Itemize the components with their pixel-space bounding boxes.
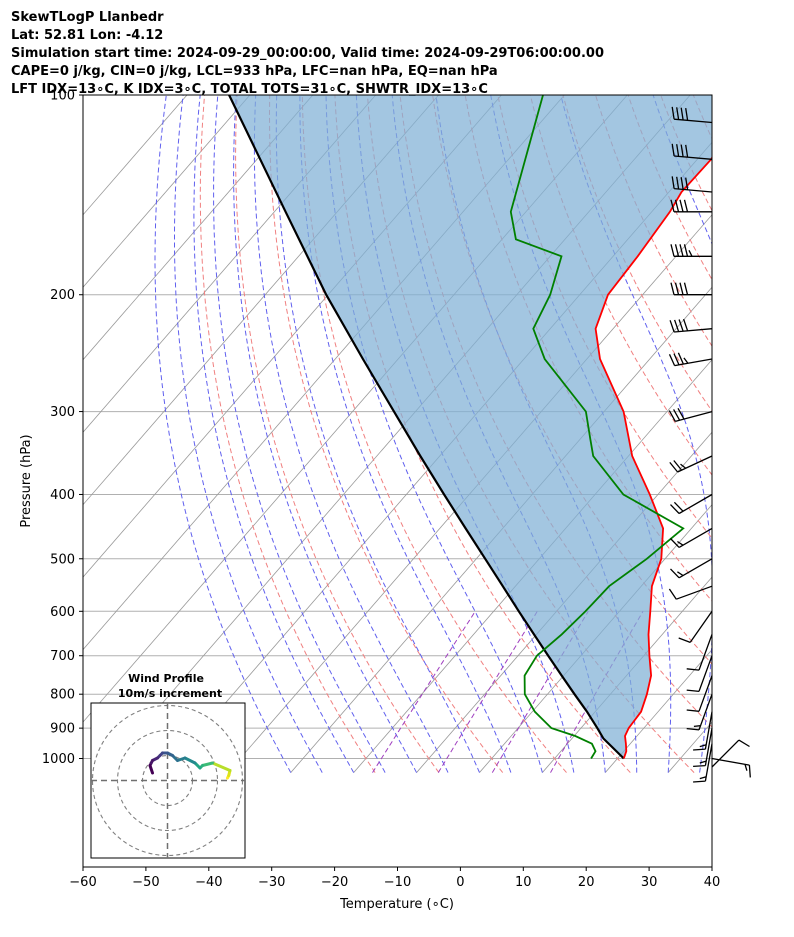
parcel-profile-line bbox=[228, 95, 625, 760]
wind-barb bbox=[671, 143, 713, 160]
temperature-line bbox=[594, 156, 712, 759]
moist-adiabat-line bbox=[193, 95, 355, 773]
isotherm-line bbox=[83, 95, 376, 433]
y-tick-label: 600 bbox=[50, 605, 75, 620]
moist-adiabat-line bbox=[560, 95, 712, 773]
x-tick-label: −20 bbox=[321, 875, 348, 890]
moist-adiabat-line bbox=[763, 95, 794, 773]
title-indices: LFT IDX=13∘C, K IDX=3∘C, TOTAL TOTS=31∘C… bbox=[11, 82, 488, 97]
hodograph-segment bbox=[148, 764, 154, 775]
wind-barb bbox=[669, 318, 713, 333]
isotherm-line bbox=[416, 431, 712, 773]
wind-barb bbox=[668, 352, 713, 367]
dry-adiabat-line bbox=[758, 95, 794, 773]
cape-cin-shading bbox=[229, 95, 712, 759]
mixing-ratio-line bbox=[437, 611, 538, 773]
x-tick-label: 30 bbox=[641, 875, 658, 890]
moist-adiabat-line bbox=[299, 95, 512, 773]
moist-adiabat-line bbox=[275, 95, 480, 773]
wind-barb bbox=[670, 558, 713, 579]
hodograph-ring bbox=[116, 729, 219, 832]
moist-adiabat-line bbox=[253, 95, 449, 773]
wind-barb bbox=[711, 757, 751, 778]
wind-barb bbox=[670, 527, 713, 548]
wind-barb bbox=[711, 739, 750, 768]
dewpoint-line bbox=[509, 95, 685, 759]
dry-adiabat-line bbox=[726, 95, 794, 773]
wind-barb bbox=[693, 711, 713, 751]
skewt-plot-area bbox=[82, 94, 794, 868]
dry-adiabat-line bbox=[269, 95, 504, 773]
wind-barb bbox=[686, 675, 713, 712]
x-tick-label: 20 bbox=[578, 875, 595, 890]
moist-adiabat-line bbox=[154, 95, 292, 773]
wind-barb bbox=[668, 585, 713, 600]
wind-barb bbox=[670, 199, 712, 213]
x-tick-label: 40 bbox=[704, 875, 721, 890]
y-axis: 100 200 300 400 500 600 700 800 900 1000 bbox=[42, 89, 83, 767]
wind-barb bbox=[686, 693, 713, 731]
x-tick-label: −50 bbox=[132, 875, 159, 890]
title-block: SkewTLogP Llanbedr Lat: 52.81 Lon: -4.12… bbox=[11, 9, 604, 99]
x-tick-label: −40 bbox=[195, 875, 222, 890]
title-location: Lat: 52.81 Lon: -4.12 bbox=[11, 28, 164, 43]
title-times: Simulation start time: 2024-09-29_00:00:… bbox=[11, 46, 604, 61]
dry-adiabat-line bbox=[235, 95, 440, 773]
hodograph-segment bbox=[211, 761, 232, 772]
y-axis-label: Pressure (hPa) bbox=[19, 434, 34, 527]
y-tick-label: 300 bbox=[50, 405, 75, 420]
x-axis: −60 −50 −40 −30 −20 −10 0 10 20 30 40 bbox=[69, 867, 720, 890]
wind-barb bbox=[670, 493, 713, 515]
isotherm-line bbox=[667, 721, 712, 773]
y-tick-label: 500 bbox=[50, 552, 75, 567]
y-tick-label: 100 bbox=[50, 89, 75, 104]
hodograph-segment bbox=[201, 761, 214, 767]
title-station: SkewTLogP Llanbedr bbox=[11, 10, 164, 25]
wind-barb bbox=[686, 655, 713, 693]
wind-barbs bbox=[668, 106, 751, 783]
y-tick-label: 200 bbox=[50, 288, 75, 303]
isotherm-line bbox=[83, 95, 188, 216]
x-tick-label: −10 bbox=[384, 875, 411, 890]
moist-adiabat-line bbox=[213, 95, 386, 773]
hodograph-title: Wind Profile bbox=[128, 672, 204, 685]
wind-barb bbox=[671, 176, 713, 193]
isotherm-line bbox=[731, 95, 794, 773]
mixing-ratio-line bbox=[372, 611, 476, 773]
x-axis-label: Temperature (∘C) bbox=[339, 897, 454, 912]
dry-adiabat-line bbox=[199, 95, 376, 773]
dry-adiabat-line bbox=[692, 95, 712, 140]
wind-barb bbox=[693, 727, 713, 768]
moist-adiabat-line bbox=[233, 95, 418, 773]
wind-barb bbox=[671, 106, 713, 124]
isotherm-line bbox=[83, 95, 314, 361]
wind-barb bbox=[669, 455, 713, 473]
hodograph-segment bbox=[183, 756, 197, 765]
y-tick-label: 900 bbox=[50, 722, 75, 737]
wind-barb bbox=[693, 743, 713, 783]
wind-barb bbox=[670, 244, 712, 257]
hodograph-subtitle: 10m/s increment bbox=[118, 687, 222, 700]
x-tick-label: −30 bbox=[258, 875, 285, 890]
wind-barb bbox=[670, 282, 712, 296]
isotherm-line bbox=[83, 95, 251, 288]
y-tick-label: 800 bbox=[50, 688, 75, 703]
wind-barb bbox=[678, 610, 713, 644]
y-tick-label: 400 bbox=[50, 488, 75, 503]
wind-barb bbox=[686, 634, 713, 671]
x-tick-label: 0 bbox=[456, 875, 464, 890]
moist-adiabat-line bbox=[174, 95, 323, 773]
dry-adiabat-line bbox=[660, 95, 712, 212]
title-cape: CAPE=0 j/kg, CIN=0 j/kg, LCL=933 hPa, LF… bbox=[11, 64, 498, 79]
y-tick-label: 700 bbox=[50, 649, 75, 664]
isotherm-line bbox=[353, 359, 712, 773]
x-tick-label: 10 bbox=[515, 875, 532, 890]
hodograph-inset: Wind Profile 10m/s increment bbox=[90, 672, 246, 859]
x-tick-label: −60 bbox=[69, 875, 96, 890]
wind-barb bbox=[668, 407, 713, 423]
y-tick-label: 1000 bbox=[42, 752, 75, 767]
